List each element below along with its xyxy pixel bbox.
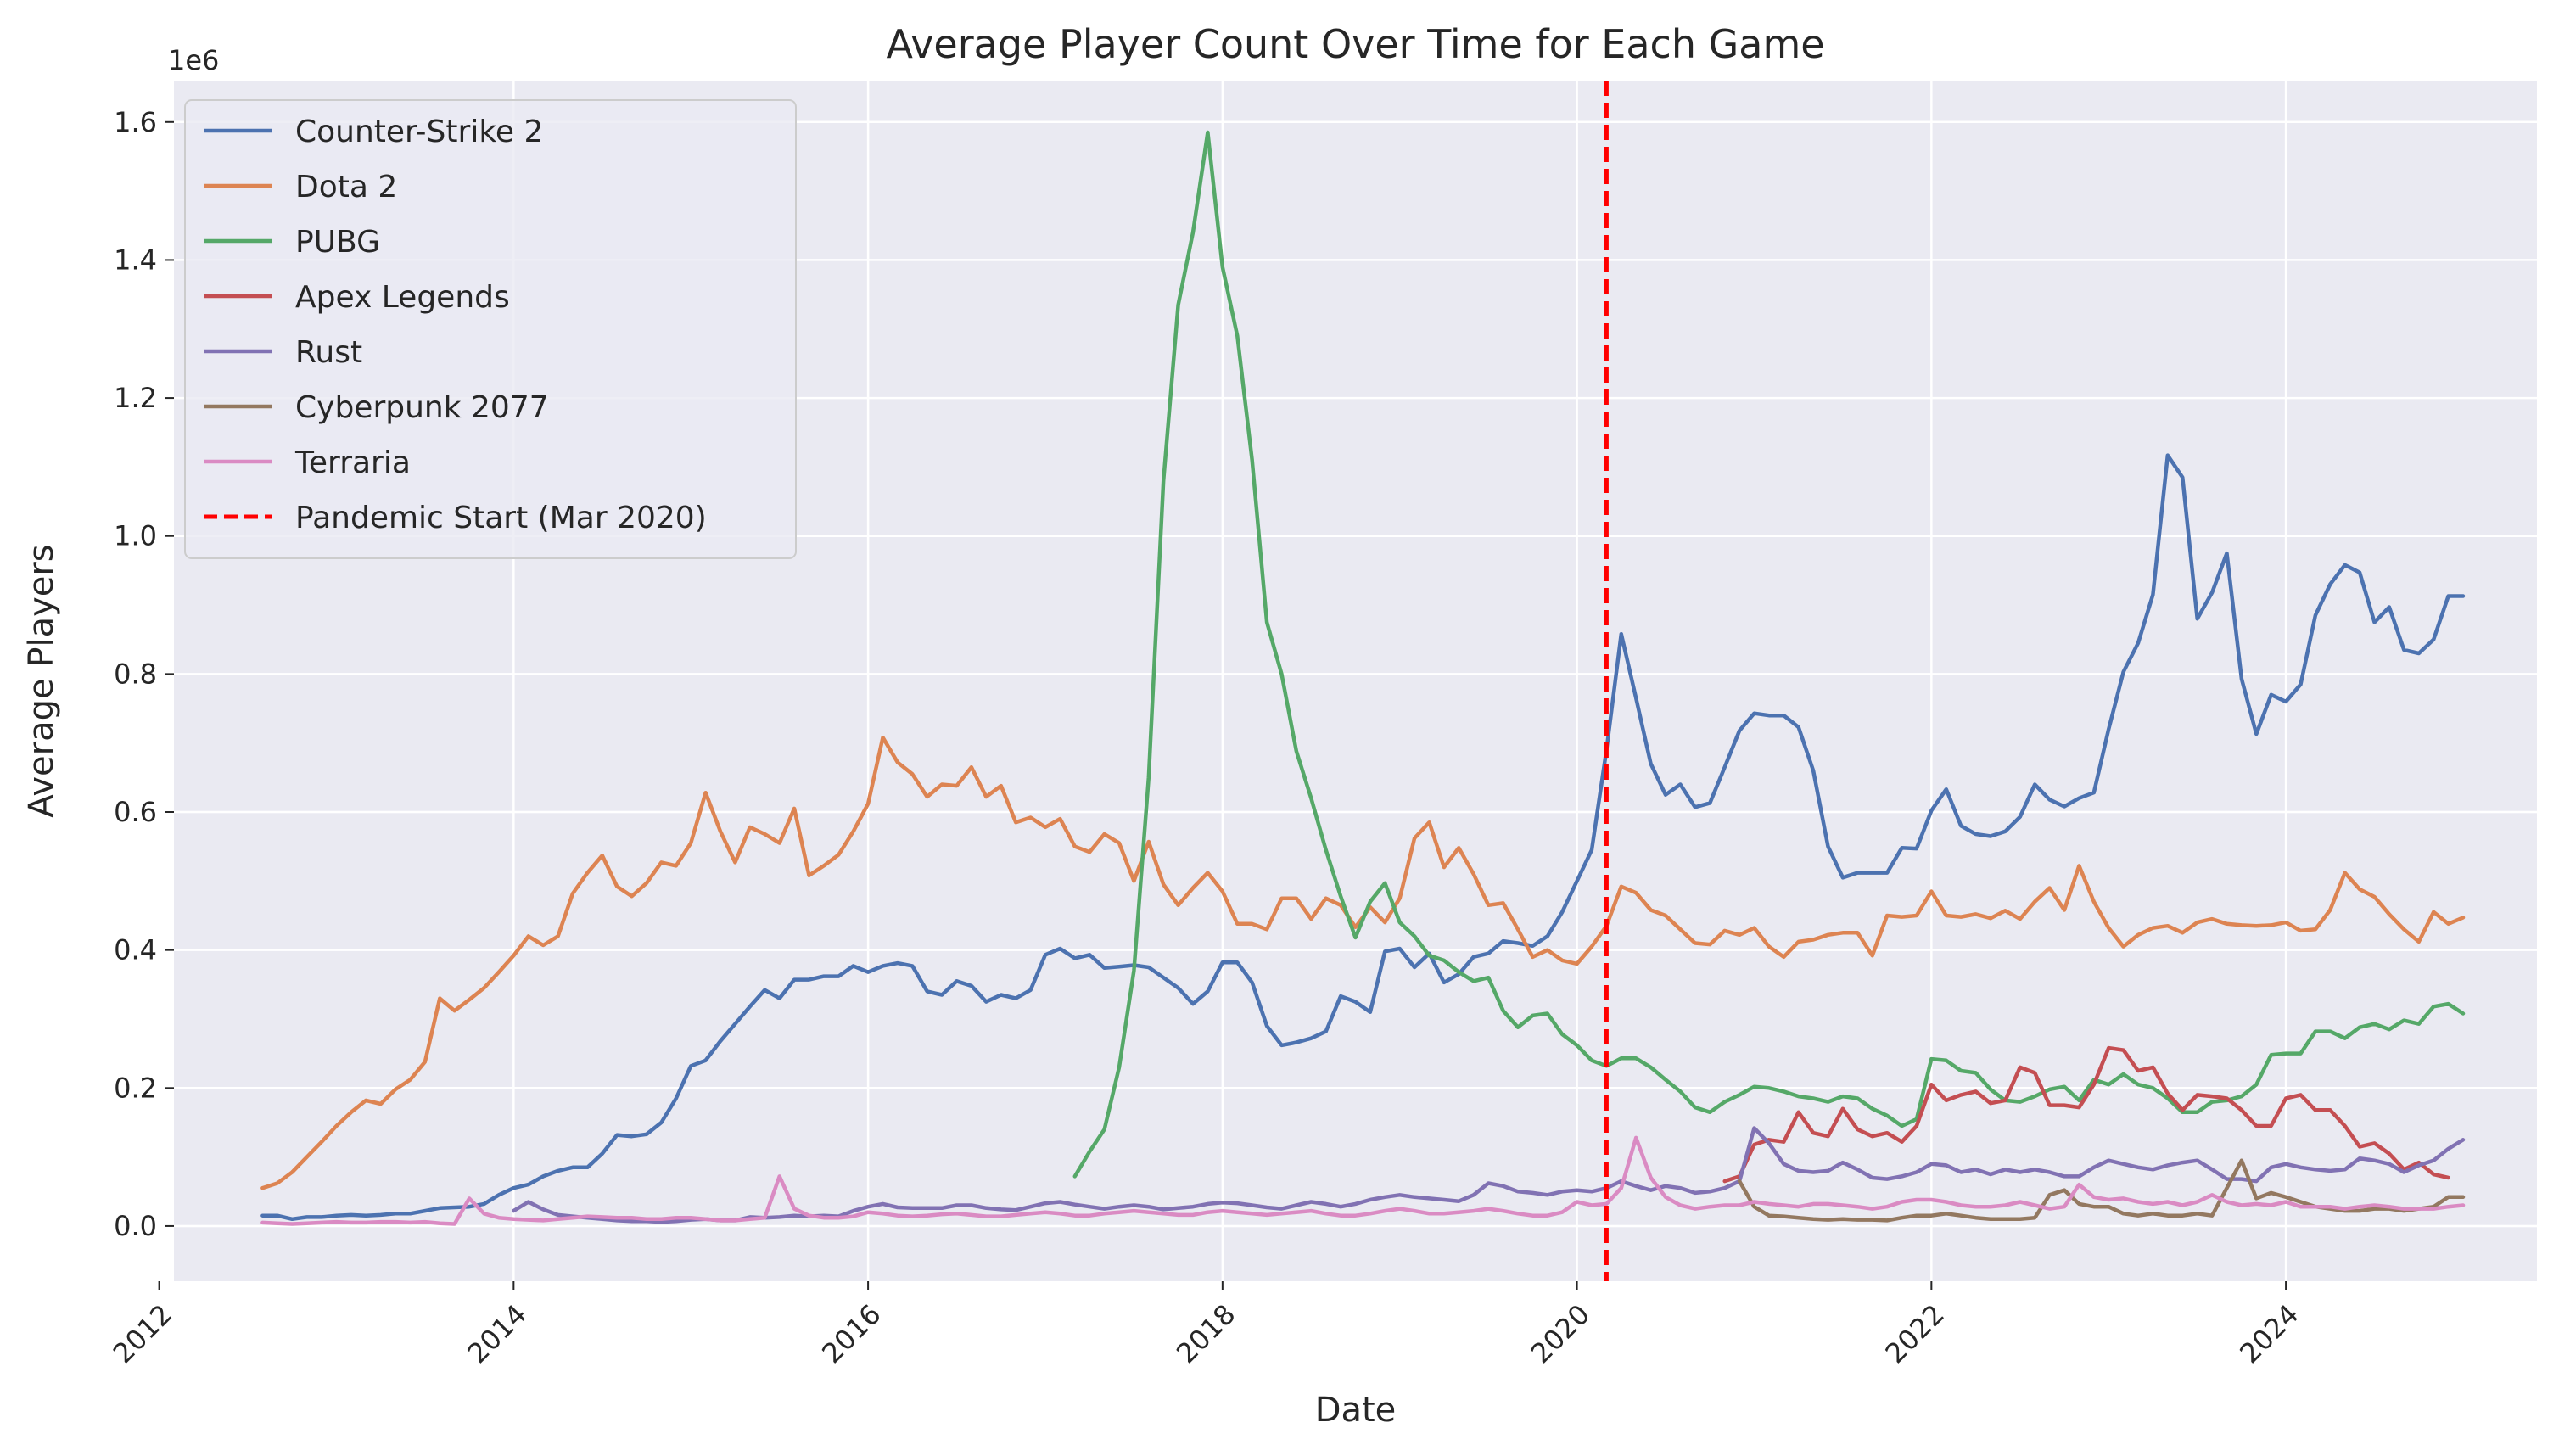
legend-label-pubg: PUBG: [295, 225, 380, 260]
y-tick-label: 0.2: [114, 1072, 157, 1104]
chart-title: Average Player Count Over Time for Each …: [886, 21, 1824, 67]
y-tick-label: 0.6: [114, 796, 157, 828]
series-line-counter-strike-2: [260, 453, 2466, 1222]
y-axis-ticks: 0.0 0.2 0.4 0.6 0.8 1.0 1.2 1.4 1.6: [114, 106, 174, 1242]
legend-label-dota-2: Dota 2: [295, 170, 397, 204]
y-tick-label: 1.2: [114, 382, 157, 414]
series-line-apex-legends: [1722, 1045, 2450, 1184]
series-line-terraria: [260, 1135, 2466, 1226]
series-lines: [260, 130, 2466, 1226]
legend-items: Counter-Strike 2 Dota 2 PUBG Apex Legends Ru…: [204, 115, 707, 535]
legend-label-apex-legends: Apex Legends: [295, 280, 510, 315]
series-line-pubg: [1072, 130, 2466, 1179]
y-tick-label: 0.4: [114, 934, 157, 966]
legend-label-terraria: Terraria: [294, 445, 411, 480]
y-axis-scale-label: 1e6: [168, 44, 219, 76]
y-tick-label: 1.6: [114, 106, 157, 138]
legend-label-counter-strike-2: Counter-Strike 2: [295, 115, 543, 149]
y-axis-label: Average Players: [22, 544, 61, 817]
y-tick-label: 0.8: [114, 658, 157, 690]
y-tick-label: 1.4: [114, 244, 157, 276]
legend: Counter-Strike 2 Dota 2 PUBG Apex Legends Ru…: [184, 99, 797, 559]
y-tick-label: 1.0: [114, 520, 157, 552]
y-tick-label: 0.0: [114, 1210, 157, 1242]
series-line-cyberpunk-2077: [1737, 1158, 2466, 1223]
legend-label-rust: Rust: [295, 335, 362, 370]
x-axis-label: Date: [1315, 1391, 1397, 1430]
legend-frame: [184, 99, 797, 559]
legend-label-cyberpunk-2077: Cyberpunk 2077: [295, 390, 549, 425]
legend-label-pandemic-start-mar-2020: Pandemic Start (Mar 2020): [295, 501, 707, 535]
